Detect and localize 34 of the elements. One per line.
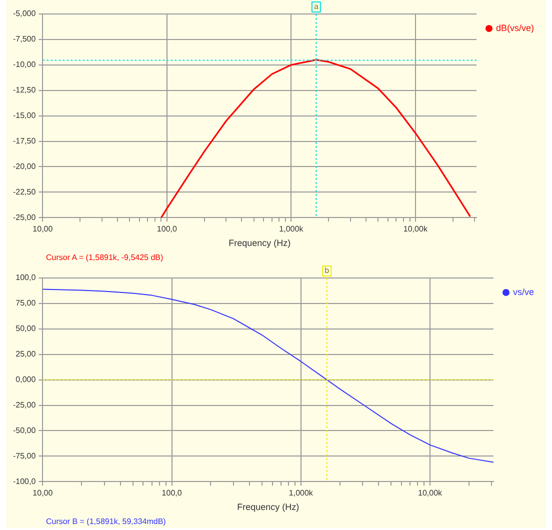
- x-tick-label: 1,000k: [279, 224, 304, 234]
- y-tick-label: 100,0: [16, 273, 36, 282]
- y-tick-label: 0,000: [16, 375, 36, 384]
- legend-label: vs/ve: [512, 286, 534, 297]
- x-axis-title: Frequency (Hz): [237, 502, 300, 512]
- x-tick-label: 10,00: [32, 224, 54, 234]
- y-tick-label: -10,00: [12, 60, 36, 70]
- y-tick-label: -20,00: [12, 162, 36, 171]
- y-tick-label: 75,00: [16, 298, 36, 308]
- ref-line-label: b: [324, 266, 330, 276]
- x-tick-label: 10,00k: [403, 224, 428, 234]
- y-tick-label: -5,000: [12, 9, 36, 18]
- y-tick-label: -12,50: [12, 86, 36, 95]
- y-tick-label: -15,00: [12, 111, 36, 120]
- y-tick-label: -25,00: [12, 212, 36, 222]
- y-tick-label: -50,00: [12, 426, 36, 435]
- y-tick-label: -17,50: [12, 136, 36, 146]
- y-tick-label: -7,500: [12, 34, 36, 44]
- x-tick-label: 100,0: [162, 488, 182, 498]
- x-tick-label: 100,0: [156, 224, 178, 234]
- x-tick-label: 10,00: [32, 488, 54, 498]
- text: Cursor B = (1,5891k, 59,334mdB): [46, 517, 166, 526]
- legend-label: dB(vs/ve): [496, 22, 534, 33]
- x-tick-label: 1,000k: [288, 488, 314, 498]
- y-tick-label: 50,00: [16, 324, 36, 334]
- y-tick-label: -25,00: [12, 400, 36, 410]
- x-axis-title: Frequency (Hz): [228, 238, 291, 248]
- ref-line-label: a: [314, 2, 319, 12]
- y-tick-label: -75,00: [12, 451, 36, 460]
- y-tick-label: -22,50: [12, 187, 36, 196]
- y-tick-label: -100,0: [12, 476, 36, 486]
- y-tick-label: 25,00: [16, 350, 36, 359]
- x-tick-label: 10,00k: [418, 488, 444, 498]
- text: Cursor A = (1,5891k, -9,5425 dB): [46, 253, 164, 262]
